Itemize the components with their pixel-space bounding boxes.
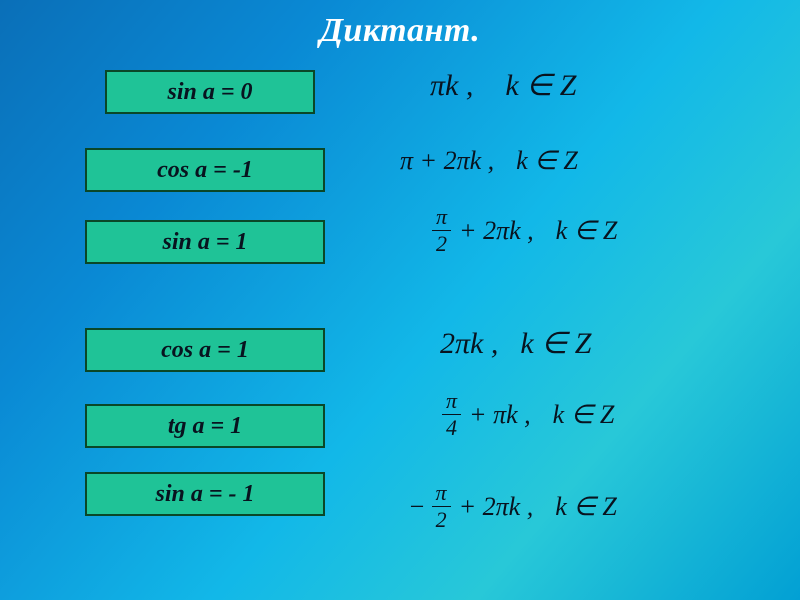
answer-post: + 2πk , — [455, 216, 534, 246]
answer-tail: k ∈ Z — [477, 68, 582, 103]
equation-box-2: cos a = -1 — [85, 148, 325, 192]
answer-lead: 2πk , — [440, 327, 498, 361]
slide-title: Диктант. — [0, 12, 800, 50]
answer-tail: k ∈ Z — [535, 400, 621, 430]
answer-6: − π 2 + 2πk , k ∈ Z — [408, 482, 623, 531]
answer-tail: k ∈ Z — [538, 216, 624, 246]
equation-box-1: sin a = 0 — [105, 70, 315, 114]
equation-box-4: cos a = 1 — [85, 328, 325, 372]
fraction-icon: π 2 — [432, 482, 451, 531]
answer-sign: − — [408, 492, 428, 522]
equation-text: sin a = - 1 — [155, 481, 254, 508]
equation-text: cos a = 1 — [161, 337, 249, 364]
equation-text: cos a = -1 — [157, 157, 253, 184]
equation-box-5: tg a = 1 — [85, 404, 325, 448]
frac-den: 4 — [442, 417, 461, 439]
answer-3: π 2 + 2πk , k ∈ Z — [432, 206, 623, 255]
equation-text: sin a = 1 — [162, 229, 247, 256]
answer-lead: π + 2πk , — [400, 146, 494, 176]
answer-4: 2πk , k ∈ Z — [440, 326, 598, 361]
frac-den: 2 — [432, 509, 451, 531]
answer-5: π 4 + πk , k ∈ Z — [442, 390, 620, 439]
fraction-icon: π 4 — [442, 390, 461, 439]
answer-post: + 2πk , — [455, 492, 534, 522]
answer-lead: πk , — [430, 69, 473, 103]
answer-1: πk , k ∈ Z — [430, 68, 583, 103]
answer-post: + πk , — [465, 400, 531, 430]
frac-num: π — [432, 206, 451, 228]
answer-tail: k ∈ Z — [537, 492, 623, 522]
equation-box-6: sin a = - 1 — [85, 472, 325, 516]
equation-box-3: sin a = 1 — [85, 220, 325, 264]
fraction-icon: π 2 — [432, 206, 451, 255]
frac-den: 2 — [432, 233, 451, 255]
slide: Диктант. sin a = 0 πk , k ∈ Z cos a = -1… — [0, 0, 800, 600]
answer-tail: k ∈ Z — [502, 326, 597, 361]
equation-text: sin a = 0 — [167, 79, 252, 106]
frac-num: π — [442, 390, 461, 412]
answer-2: π + 2πk , k ∈ Z — [400, 146, 584, 176]
equation-text: tg a = 1 — [168, 413, 242, 440]
frac-num: π — [432, 482, 451, 504]
answer-tail: k ∈ Z — [498, 146, 584, 176]
